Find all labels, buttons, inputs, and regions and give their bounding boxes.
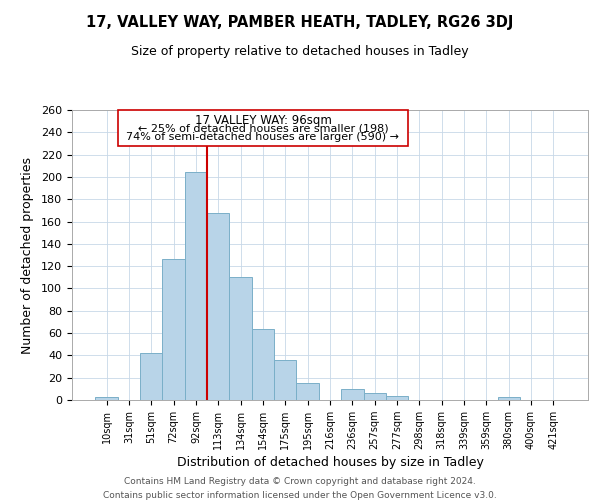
Text: Contains public sector information licensed under the Open Government Licence v3: Contains public sector information licen…: [103, 491, 497, 500]
Bar: [95, 396, 118, 400]
Bar: [341, 389, 364, 400]
Text: Size of property relative to detached houses in Tadley: Size of property relative to detached ho…: [131, 45, 469, 58]
Bar: [185, 172, 207, 400]
X-axis label: Distribution of detached houses by size in Tadley: Distribution of detached houses by size …: [176, 456, 484, 469]
Text: ← 25% of detached houses are smaller (198): ← 25% of detached houses are smaller (19…: [137, 124, 388, 134]
Text: Contains HM Land Registry data © Crown copyright and database right 2024.: Contains HM Land Registry data © Crown c…: [124, 478, 476, 486]
Y-axis label: Number of detached properties: Number of detached properties: [21, 156, 34, 354]
Bar: [296, 384, 319, 400]
FancyBboxPatch shape: [118, 110, 408, 146]
Bar: [207, 212, 229, 400]
Bar: [229, 278, 252, 400]
Bar: [386, 396, 408, 400]
Bar: [497, 396, 520, 400]
Bar: [274, 360, 296, 400]
Bar: [163, 260, 185, 400]
Text: 17 VALLEY WAY: 96sqm: 17 VALLEY WAY: 96sqm: [194, 114, 331, 128]
Bar: [252, 328, 274, 400]
Bar: [364, 394, 386, 400]
Bar: [140, 353, 163, 400]
Text: 17, VALLEY WAY, PAMBER HEATH, TADLEY, RG26 3DJ: 17, VALLEY WAY, PAMBER HEATH, TADLEY, RG…: [86, 15, 514, 30]
Text: 74% of semi-detached houses are larger (590) →: 74% of semi-detached houses are larger (…: [127, 132, 400, 142]
